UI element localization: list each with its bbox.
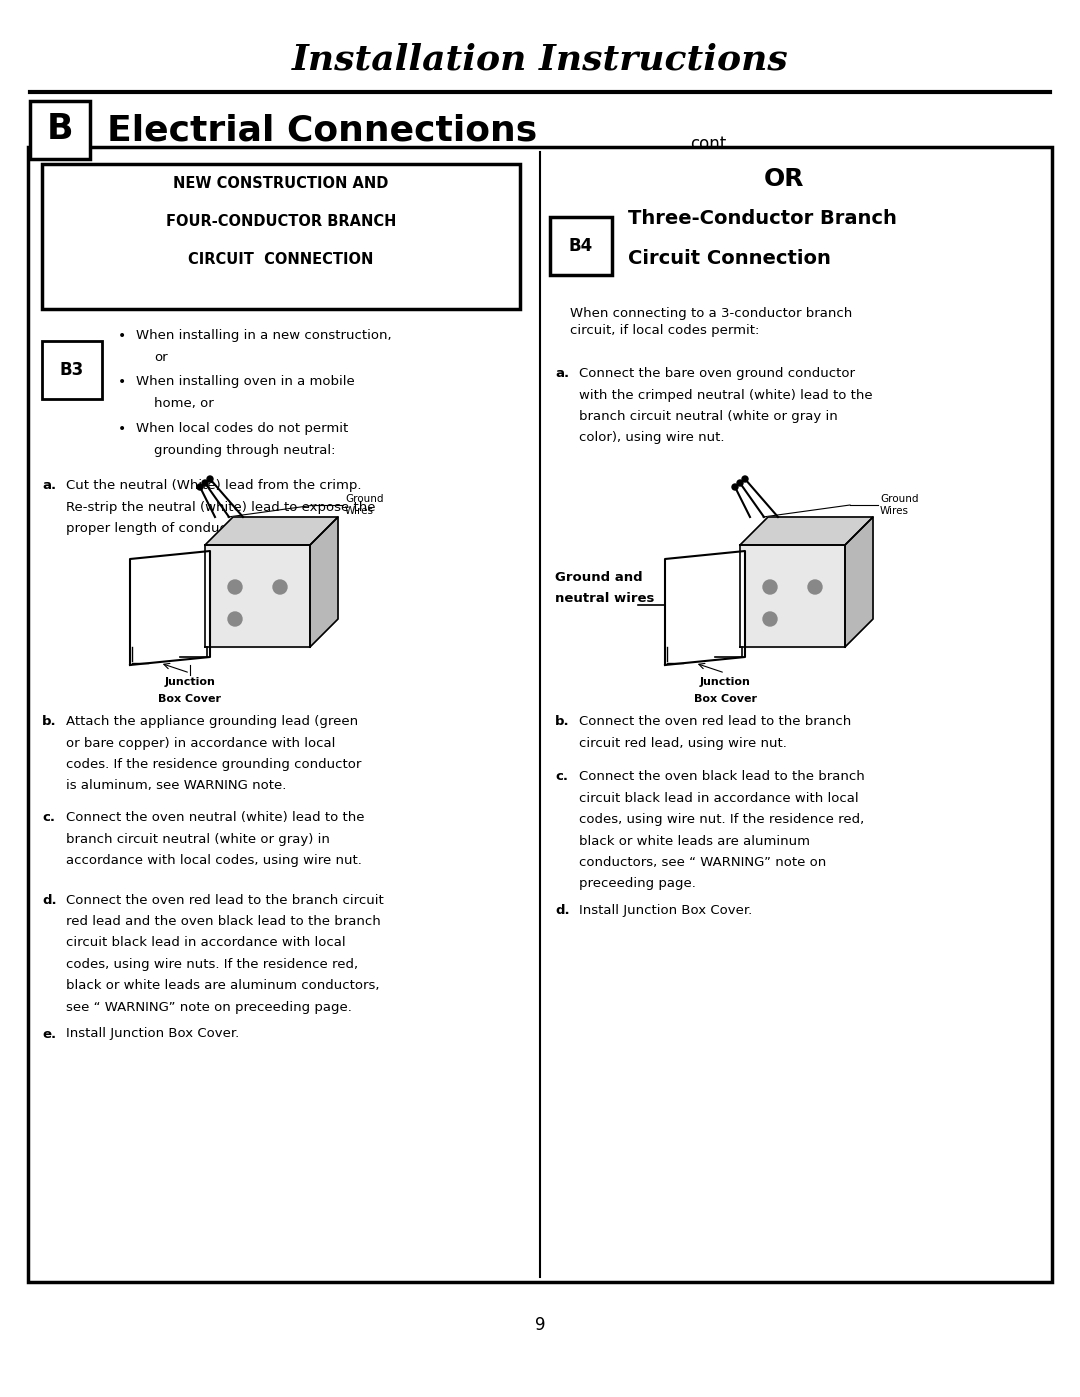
Text: red lead and the oven black lead to the branch: red lead and the oven black lead to the … xyxy=(66,915,381,928)
Text: c.: c. xyxy=(42,812,55,824)
Text: Connect the oven red lead to the branch: Connect the oven red lead to the branch xyxy=(579,715,851,728)
Text: e.: e. xyxy=(42,1028,56,1041)
Text: branch circuit neutral (white or gray in: branch circuit neutral (white or gray in xyxy=(579,409,838,423)
Text: conductors, see “ WARNING” note on: conductors, see “ WARNING” note on xyxy=(579,856,826,869)
Circle shape xyxy=(762,580,777,594)
Circle shape xyxy=(737,481,743,486)
Circle shape xyxy=(202,481,208,486)
Text: Box Cover: Box Cover xyxy=(693,694,756,704)
Polygon shape xyxy=(740,545,845,647)
Text: home, or: home, or xyxy=(154,397,214,409)
Polygon shape xyxy=(310,517,338,647)
Text: When installing in a new construction,: When installing in a new construction, xyxy=(136,330,392,342)
Text: neutral wires: neutral wires xyxy=(555,592,654,605)
Circle shape xyxy=(207,476,213,482)
Polygon shape xyxy=(740,517,873,545)
Text: a.: a. xyxy=(555,367,569,380)
Text: Connect the bare oven ground conductor: Connect the bare oven ground conductor xyxy=(579,367,855,380)
Text: 9: 9 xyxy=(535,1316,545,1334)
Polygon shape xyxy=(665,550,745,665)
Text: When connecting to a 3-conductor branch
circuit, if local codes permit:: When connecting to a 3-conductor branch … xyxy=(570,307,852,337)
Text: is aluminum, see WARNING note.: is aluminum, see WARNING note. xyxy=(66,780,286,792)
Bar xyxy=(550,217,612,275)
Circle shape xyxy=(742,476,748,482)
Circle shape xyxy=(762,612,777,626)
Text: Install Junction Box Cover.: Install Junction Box Cover. xyxy=(579,904,753,916)
Polygon shape xyxy=(205,545,310,647)
Text: When local codes do not permit: When local codes do not permit xyxy=(136,422,348,434)
Bar xyxy=(30,101,90,159)
Text: CIRCUIT  CONNECTION: CIRCUIT CONNECTION xyxy=(188,251,374,267)
Text: Installation Instructions: Installation Instructions xyxy=(292,42,788,75)
Text: c.: c. xyxy=(555,770,568,782)
Bar xyxy=(42,163,519,309)
Text: circuit black lead in accordance with local: circuit black lead in accordance with lo… xyxy=(579,792,859,805)
Polygon shape xyxy=(130,550,210,665)
Text: Install Junction Box Cover.: Install Junction Box Cover. xyxy=(66,1028,240,1041)
Text: or: or xyxy=(154,351,167,365)
Text: •: • xyxy=(118,374,126,388)
Text: d.: d. xyxy=(42,894,56,907)
Text: When installing oven in a mobile: When installing oven in a mobile xyxy=(136,374,354,388)
Circle shape xyxy=(808,580,822,594)
Text: Three-Conductor Branch: Three-Conductor Branch xyxy=(627,210,896,228)
Text: Cut the neutral (White) lead from the crimp.: Cut the neutral (White) lead from the cr… xyxy=(66,479,362,492)
Text: Electrial Connections: Electrial Connections xyxy=(107,113,537,147)
Circle shape xyxy=(228,580,242,594)
Text: Connect the oven neutral (white) lead to the: Connect the oven neutral (white) lead to… xyxy=(66,812,365,824)
Circle shape xyxy=(228,612,242,626)
Text: NEW CONSTRUCTION AND: NEW CONSTRUCTION AND xyxy=(173,176,389,191)
Text: Ground
Wires: Ground Wires xyxy=(345,495,383,515)
Bar xyxy=(28,147,1052,1282)
Text: circuit red lead, using wire nut.: circuit red lead, using wire nut. xyxy=(579,736,787,750)
Text: •: • xyxy=(118,330,126,344)
Text: codes, using wire nuts. If the residence red,: codes, using wire nuts. If the residence… xyxy=(66,958,359,971)
Text: OR: OR xyxy=(764,168,805,191)
Text: circuit black lead in accordance with local: circuit black lead in accordance with lo… xyxy=(66,936,346,950)
Text: color), using wire nut.: color), using wire nut. xyxy=(579,432,725,444)
Text: with the crimped neutral (white) lead to the: with the crimped neutral (white) lead to… xyxy=(579,388,873,401)
Text: Ground
Wires: Ground Wires xyxy=(880,495,918,515)
Text: cont.: cont. xyxy=(690,136,731,154)
Text: Re-strip the neutral (white) lead to expose the: Re-strip the neutral (white) lead to exp… xyxy=(66,500,376,514)
Circle shape xyxy=(197,483,203,490)
Text: codes. If the residence grounding conductor: codes. If the residence grounding conduc… xyxy=(66,759,362,771)
Circle shape xyxy=(732,483,738,490)
Polygon shape xyxy=(845,517,873,647)
Text: b.: b. xyxy=(42,715,56,728)
Text: Junction: Junction xyxy=(164,678,215,687)
Text: see “ WARNING” note on preceeding page.: see “ WARNING” note on preceeding page. xyxy=(66,1002,352,1014)
Text: •: • xyxy=(118,422,126,436)
Text: Attach the appliance grounding lead (green: Attach the appliance grounding lead (gre… xyxy=(66,715,359,728)
Text: b.: b. xyxy=(555,715,569,728)
Text: FOUR-CONDUCTOR BRANCH: FOUR-CONDUCTOR BRANCH xyxy=(166,214,396,229)
Text: Circuit Connection: Circuit Connection xyxy=(627,249,831,268)
Text: accordance with local codes, using wire nut.: accordance with local codes, using wire … xyxy=(66,854,362,868)
Polygon shape xyxy=(205,517,338,545)
Text: B: B xyxy=(46,112,73,147)
Text: Junction: Junction xyxy=(700,678,751,687)
Text: preceeding page.: preceeding page. xyxy=(579,877,696,890)
Bar xyxy=(42,341,102,400)
Text: grounding through neutral:: grounding through neutral: xyxy=(154,444,336,457)
Text: Connect the oven red lead to the branch circuit: Connect the oven red lead to the branch … xyxy=(66,894,383,907)
Circle shape xyxy=(273,580,287,594)
Text: a.: a. xyxy=(42,479,56,492)
Text: Ground and: Ground and xyxy=(555,571,643,584)
Text: B3: B3 xyxy=(59,360,84,379)
Text: d.: d. xyxy=(555,904,569,916)
Text: B4: B4 xyxy=(569,237,593,256)
Text: black or white leads are aluminum: black or white leads are aluminum xyxy=(579,834,810,848)
Text: Box Cover: Box Cover xyxy=(159,694,221,704)
Text: codes, using wire nut. If the residence red,: codes, using wire nut. If the residence … xyxy=(579,813,864,826)
Text: or bare copper) in accordance with local: or bare copper) in accordance with local xyxy=(66,736,336,750)
Text: black or white leads are aluminum conductors,: black or white leads are aluminum conduc… xyxy=(66,979,379,992)
Text: branch circuit neutral (white or gray) in: branch circuit neutral (white or gray) i… xyxy=(66,833,329,845)
Text: proper length of conductor.: proper length of conductor. xyxy=(66,522,248,535)
Text: Connect the oven black lead to the branch: Connect the oven black lead to the branc… xyxy=(579,770,865,782)
